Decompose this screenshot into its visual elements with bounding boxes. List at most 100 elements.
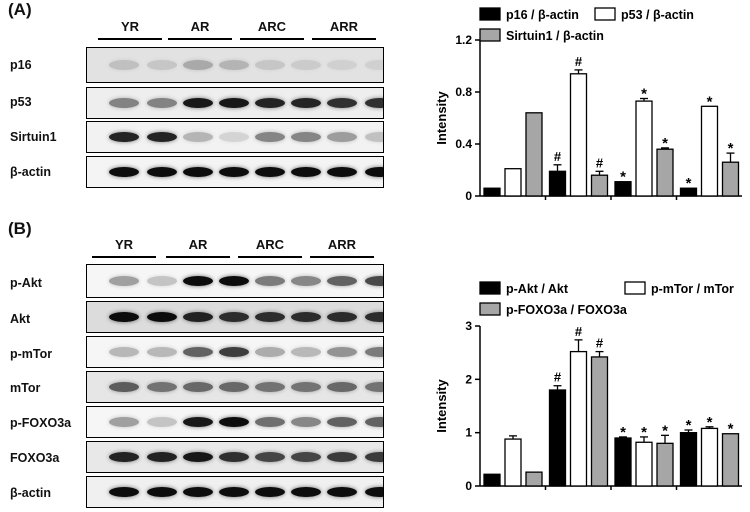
chart-a-significance-mark: *	[620, 169, 626, 186]
blot-band	[183, 452, 213, 462]
chart-b-legend-label: p-FOXO3a / FOXO3a	[506, 303, 628, 317]
chart-b-bar-ar-s1	[548, 389, 567, 487]
blot-band	[219, 60, 249, 70]
chart-b-y-tick-label: 3	[465, 319, 472, 333]
chart-b-significance-mark: *	[686, 417, 692, 434]
panel-b-lane-arc: ARC	[255, 237, 285, 252]
blot-mtor	[86, 371, 384, 403]
blot-band	[147, 382, 177, 392]
chart-b-bar-arr-s2	[700, 427, 719, 487]
blot-label-foxo3a: FOXO3a	[10, 451, 60, 465]
blot-label-mtor: mTor	[10, 381, 41, 395]
blot-beta-actin-a	[86, 156, 384, 188]
chart-a-legend-label: p16 / β-actin	[506, 8, 579, 22]
blot-band	[291, 60, 321, 70]
chart-b-bar-yr-s2	[504, 438, 522, 487]
blot-band	[147, 312, 177, 322]
panel-b-lane-line-arr	[310, 256, 374, 258]
blot-p-akt	[86, 264, 384, 298]
blot-band	[365, 276, 383, 286]
blot-band	[183, 132, 213, 142]
blot-band	[327, 60, 357, 70]
panel-a-lane-line-yr	[98, 38, 162, 40]
panel-b-lane-ar: AR	[188, 237, 208, 252]
blot-band	[183, 487, 213, 497]
panel-a-lane-line-ar	[168, 38, 232, 40]
chart-a-significance-mark: *	[686, 175, 692, 192]
panel-b-lane-line-ar	[166, 256, 230, 258]
blot-band	[183, 382, 213, 392]
blot-p-mtor	[86, 336, 384, 368]
blot-beta-actin-b	[86, 476, 384, 508]
blot-band	[291, 452, 321, 462]
blot-band	[327, 382, 357, 392]
chart-b-y-axis-label: Intensity	[434, 379, 449, 433]
blot-band	[255, 276, 285, 286]
chart-b-significance-mark: *	[707, 414, 713, 431]
blot-band	[147, 60, 177, 70]
blot-band	[327, 276, 357, 286]
blot-band	[327, 98, 357, 108]
blot-band	[109, 132, 139, 142]
chart-a-legend-label: p53 / β-actin	[621, 8, 694, 22]
blot-band	[327, 132, 357, 142]
blot-band	[327, 417, 357, 427]
chart-a-y-tick-label: 0.4	[455, 137, 472, 151]
blot-band	[291, 98, 321, 108]
blot-band	[147, 98, 177, 108]
blot-band	[147, 347, 177, 357]
blot-band	[183, 276, 213, 286]
chart-a-significance-mark: *	[641, 86, 647, 103]
blot-label-p16: p16	[10, 58, 32, 72]
chart-b-bar-ar-s3	[590, 356, 609, 487]
blot-band	[147, 487, 177, 497]
blot-band	[183, 417, 213, 427]
chart-b-bar-ar-s2	[569, 350, 588, 487]
blot-band	[219, 98, 249, 108]
chart-b-bar-yr-s3	[525, 471, 543, 487]
panel-a-lane-arr: ARR	[329, 19, 359, 34]
blot-sirtuin1	[86, 121, 384, 153]
blot-band	[327, 167, 357, 177]
blot-band	[109, 382, 139, 392]
blot-band	[219, 417, 249, 427]
chart-a-significance-mark: *	[728, 140, 734, 157]
chart-b-significance-mark: #	[596, 336, 604, 351]
blot-p53	[86, 87, 384, 119]
blot-band	[109, 452, 139, 462]
blot-label-akt: Akt	[10, 312, 31, 326]
blot-band	[255, 417, 285, 427]
blot-band	[183, 312, 213, 322]
chart-a-significance-mark: *	[707, 93, 713, 110]
panel-a-lane-ar: AR	[190, 19, 210, 34]
blot-band	[255, 382, 285, 392]
chart-a-bar-arc-s1	[614, 181, 632, 197]
chart-a-significance-mark: #	[554, 149, 562, 164]
chart-a-bar-yr-s2	[504, 168, 522, 197]
blot-band	[219, 167, 249, 177]
panel-b-lane-line-yr	[92, 256, 156, 258]
blot-band	[147, 417, 177, 427]
blot-band	[327, 452, 357, 462]
blot-band	[365, 487, 383, 497]
blot-label-beta-actin-a: β-actin	[10, 165, 51, 179]
chart-b-bar-arr-s1	[679, 432, 698, 487]
chart-b-significance-mark: #	[575, 324, 583, 339]
blot-band	[147, 276, 177, 286]
chart-b-significance-mark: *	[641, 424, 647, 441]
chart-a-legend-swatch	[479, 7, 501, 21]
blot-band	[255, 98, 285, 108]
blot-band	[219, 276, 249, 286]
chart-a-y-tick-label: 1.2	[455, 33, 472, 47]
blot-band	[365, 312, 383, 322]
chart-b-significance-mark: #	[554, 370, 562, 385]
blot-band	[109, 60, 139, 70]
blot-band	[109, 276, 139, 286]
blot-label-p-foxo3a: p-FOXO3a	[10, 416, 72, 430]
blot-band	[365, 132, 383, 142]
chart-a-y-axis-label: Intensity	[434, 91, 449, 145]
blot-band	[255, 452, 285, 462]
blot-band	[147, 132, 177, 142]
blot-band	[255, 487, 285, 497]
